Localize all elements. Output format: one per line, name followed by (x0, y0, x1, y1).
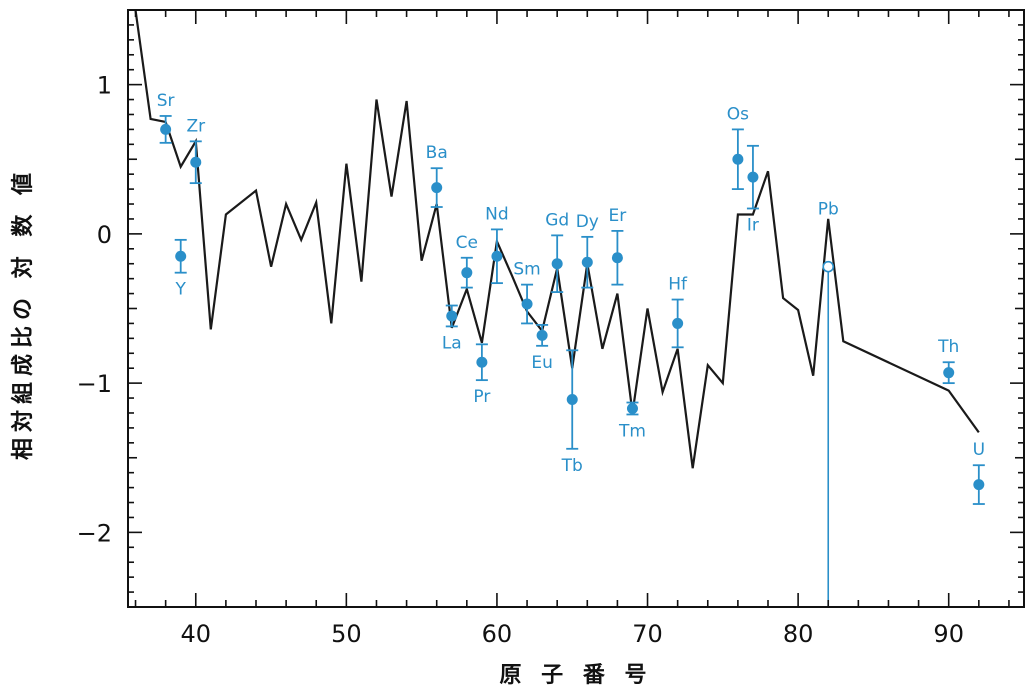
data-point-ir: Ir (747, 144, 759, 236)
data-points-layer: Sr Y Zr Ba La Ce Pr Nd Sm Eu Gd Tb Dy Er Tm Hf Os Ir Pb Th U (157, 91, 985, 607)
data-marker (626, 402, 638, 414)
x-tick-label: 40 (180, 620, 211, 648)
data-point-hf: Hf (668, 275, 688, 349)
data-point-ce: Ce (456, 233, 478, 289)
data-point-sm: Sm (513, 260, 541, 325)
data-point-tb: Tb (561, 349, 583, 476)
data-marker-open (822, 260, 835, 273)
element-label: Os (727, 104, 749, 124)
y-tick-label: −2 (77, 519, 112, 547)
data-marker (581, 256, 593, 268)
x-tick-label: 90 (933, 620, 964, 648)
data-point-eu: Eu (531, 324, 553, 373)
data-marker (175, 250, 187, 262)
data-point-u: U (973, 440, 985, 505)
y-axis-label: 相対組成比の 対 数 値 (10, 167, 36, 460)
element-label: Zr (186, 116, 205, 136)
data-point-th: Th (937, 337, 959, 385)
data-point-er: Er (609, 206, 627, 286)
data-marker (973, 479, 985, 491)
data-marker (536, 329, 548, 341)
element-label: Nd (485, 204, 509, 224)
plot-frame (127, 9, 1025, 608)
data-marker (566, 394, 578, 406)
model-curve-line (134, 9, 980, 469)
y-tick-label: 1 (97, 72, 112, 100)
element-label: Sr (157, 91, 175, 111)
data-marker (190, 156, 202, 168)
element-label: Gd (545, 210, 569, 230)
data-marker (160, 123, 172, 135)
data-marker (732, 153, 744, 165)
element-label: Hf (668, 275, 688, 295)
element-label: Eu (531, 353, 553, 373)
element-label: Tm (618, 421, 646, 441)
y-tick-label: 0 (97, 221, 112, 249)
data-point-dy: Dy (576, 212, 599, 289)
data-marker (461, 267, 473, 279)
element-label: Sm (513, 260, 540, 280)
element-label: Pb (818, 200, 839, 220)
data-point-sr: Sr (157, 91, 175, 144)
x-tick-label: 80 (783, 620, 814, 648)
element-label: Dy (576, 212, 599, 232)
data-point-y: Y (175, 238, 187, 300)
data-point-zr: Zr (186, 116, 205, 185)
data-point-pb: Pb (818, 200, 839, 607)
data-point-nd: Nd (485, 204, 509, 285)
data-marker (521, 298, 533, 310)
element-label: Er (609, 206, 627, 226)
data-marker (943, 367, 955, 379)
data-marker (446, 310, 458, 322)
data-point-pr: Pr (473, 343, 490, 407)
data-marker (551, 258, 563, 270)
x-tick-label: 60 (482, 620, 513, 648)
element-label: U (973, 440, 985, 460)
data-point-gd: Gd (545, 210, 569, 293)
data-marker (476, 356, 488, 368)
data-marker (431, 182, 443, 194)
data-point-os: Os (727, 104, 749, 191)
element-label: Ce (456, 233, 478, 253)
element-label: Pr (473, 387, 490, 407)
element-label: Y (175, 280, 187, 300)
data-marker (611, 252, 623, 264)
data-point-ba: Ba (426, 143, 448, 208)
data-marker (491, 250, 503, 262)
y-tick-label: −1 (77, 370, 112, 398)
x-tick-label: 70 (632, 620, 663, 648)
data-point-la: La (442, 304, 462, 353)
element-label: Tb (561, 456, 583, 476)
element-label: Ir (747, 216, 759, 236)
element-label: Th (937, 337, 959, 357)
element-label: La (442, 333, 462, 353)
x-tick-label: 50 (331, 620, 362, 648)
model-curve-layer (134, 9, 980, 469)
data-point-tm: Tm (618, 401, 646, 441)
data-marker (672, 317, 684, 329)
x-axis-label: 原 子 番 号 (500, 663, 653, 688)
data-marker (747, 171, 759, 183)
element-label: Ba (426, 143, 448, 163)
tick-layer: 40 50 60 70 80 90 1 0 −1 −2 (77, 10, 1024, 648)
